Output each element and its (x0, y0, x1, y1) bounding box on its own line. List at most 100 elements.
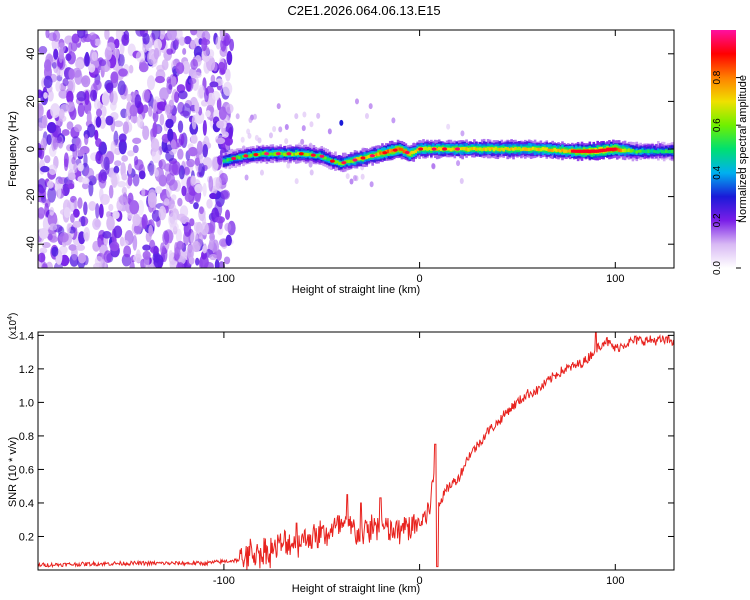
trace-cell (623, 148, 627, 153)
noise-blob (456, 160, 461, 167)
noise-blob (91, 38, 96, 47)
trace-cell (482, 147, 486, 151)
noise-blob (142, 89, 151, 103)
trace-peak (580, 149, 584, 153)
trace-peak (602, 148, 605, 152)
trace-cell (447, 147, 451, 151)
noise-blob (216, 97, 222, 111)
noise-blob (174, 246, 181, 260)
noise-blob (88, 32, 97, 41)
noise-blob (153, 47, 160, 60)
trace-peak (590, 149, 594, 153)
noise-blob (59, 245, 68, 255)
trace-cell (471, 147, 474, 151)
noise-blob (167, 128, 174, 142)
noise-blob (286, 162, 291, 169)
trace-cell (334, 160, 337, 164)
noise-blob (223, 34, 230, 47)
noise-blob (161, 59, 169, 71)
trace-cell (498, 147, 502, 152)
noise-blob (229, 38, 235, 52)
noise-blob (198, 162, 206, 177)
trace-cell (535, 147, 539, 151)
noise-blob (199, 254, 209, 268)
trace-cell (251, 152, 255, 156)
trace-cell (469, 147, 472, 151)
noise-blob (193, 45, 203, 59)
noise-blob (175, 62, 185, 75)
noise-blob (142, 32, 150, 45)
noise-blob (113, 130, 119, 146)
noise-blob (133, 155, 139, 166)
noise-blob (225, 103, 234, 114)
y-tick-label: -20 (25, 189, 37, 205)
colorbar-gradient (711, 30, 736, 268)
trace-peak (578, 149, 582, 153)
trace-cell (336, 160, 339, 164)
noise-blob (38, 45, 48, 55)
noise-blob (222, 81, 233, 96)
noise-blob (58, 48, 65, 60)
trace-cell (567, 149, 570, 153)
trace-cell (261, 151, 265, 155)
noise-blob (113, 120, 124, 128)
spectrogram-noise-blobs (38, 30, 465, 268)
snr-frame (37, 331, 675, 571)
trace-cell (412, 150, 416, 154)
trace-cell (527, 147, 531, 151)
trace-peak (572, 149, 576, 153)
y-tick-label: 20 (25, 95, 37, 107)
trace-cell (494, 146, 498, 151)
noise-blob (218, 106, 227, 120)
trace-peak (231, 156, 237, 161)
trace-cell (568, 149, 572, 153)
noise-blob (65, 101, 75, 113)
trace-peak (612, 147, 615, 151)
trace-cell (414, 149, 417, 153)
noise-blob (87, 123, 96, 138)
noise-blob (117, 53, 125, 67)
noise-blob (59, 232, 69, 243)
noise-blob (177, 197, 183, 207)
noise-blob (121, 155, 129, 162)
y-tick-label: 0.8 (19, 431, 34, 443)
noise-blob (138, 170, 146, 180)
noise-blob (215, 216, 225, 224)
noise-blob (77, 163, 84, 172)
trace-cell (641, 149, 644, 153)
trace-cell (322, 156, 326, 160)
x-tick-label: 0 (417, 273, 423, 285)
noise-blob (132, 137, 142, 144)
noise-blob (151, 148, 161, 164)
trace-cell (269, 152, 273, 156)
noise-blob (162, 230, 170, 245)
noise-blob (181, 60, 191, 75)
noise-blob (95, 203, 100, 219)
noise-blob (137, 199, 145, 216)
noise-blob (47, 211, 58, 227)
trace-cell (541, 146, 545, 151)
trace-cell (293, 152, 296, 156)
trace-cell (408, 152, 412, 156)
trace-cell (340, 162, 343, 166)
noise-blob (188, 77, 197, 85)
noise-blob (170, 76, 177, 87)
trace-cell (555, 149, 558, 152)
noise-blob (129, 200, 140, 215)
noise-blob (133, 224, 142, 235)
noise-blob (63, 152, 69, 168)
trace-peak (584, 149, 588, 153)
noise-blob (40, 137, 47, 152)
trace-cell (615, 147, 619, 151)
noise-blob (121, 173, 128, 181)
noise-blob (169, 212, 176, 225)
noise-blob (156, 126, 162, 134)
trace-cell (660, 149, 664, 154)
noise-blob (208, 175, 214, 192)
noise-blob (150, 138, 160, 153)
trace-peak (588, 149, 592, 153)
noise-blob (142, 244, 151, 251)
trace-cell (631, 148, 635, 153)
noise-blob (218, 61, 226, 71)
trace-cell (557, 148, 560, 152)
